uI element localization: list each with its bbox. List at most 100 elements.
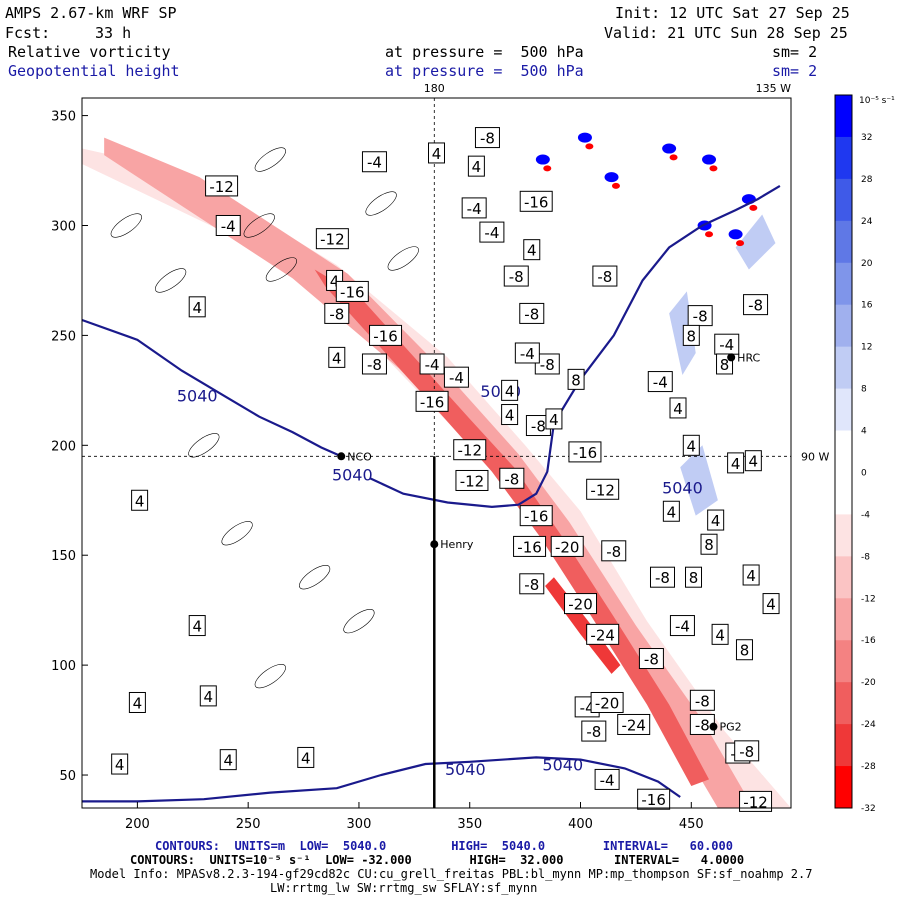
vorticity-label-box xyxy=(545,408,563,430)
vorticity-label-text: -8 xyxy=(524,576,539,594)
field2-level: at pressure = 500 hPa xyxy=(385,62,584,80)
vort-anticyclonic-core xyxy=(709,165,718,172)
vorticity-label-text: -20 xyxy=(568,596,593,614)
vorticity-contour-label: -16 xyxy=(637,788,671,810)
colorbar-frame xyxy=(834,94,853,809)
vorticity-label-box xyxy=(131,489,149,511)
vorticity-label-text: -12 xyxy=(590,481,615,499)
vorticity-label-text: -8 xyxy=(586,723,601,741)
vorticity-contour-label: -8 xyxy=(474,127,500,149)
station-label: HRC xyxy=(737,351,760,364)
colorbar: 10⁻⁵ s⁻¹ 32 28 24 20 16 12 8 4 0 -4 -8 -12 -16 -20 -24 -… xyxy=(834,94,895,814)
y-tick-label: 100 xyxy=(51,659,76,674)
colorbar-swatch xyxy=(835,766,852,809)
vorticity-label-box xyxy=(335,280,369,302)
field2-smoothing: sm= 2 xyxy=(772,62,818,80)
vort-contour xyxy=(365,191,397,216)
vorticity-label-text: 4 xyxy=(332,349,342,367)
vorticity-contour-label: -8 xyxy=(499,467,525,489)
vorticity-label-text: 4 xyxy=(223,752,233,770)
vorticity-label-text: 8 xyxy=(720,356,730,374)
vorticity-label-text: 8 xyxy=(689,569,699,587)
vorticity-label-box xyxy=(324,302,350,324)
vorticity-contour-label: 4 xyxy=(707,509,725,531)
vorticity-label-box xyxy=(519,505,553,527)
colorbar-label: -24 xyxy=(861,720,876,730)
vorticity-contour-label: -4 xyxy=(647,371,673,393)
vorticity-label-text: -16 xyxy=(524,508,549,526)
station-label: PG2 xyxy=(719,721,741,734)
vort-anticyclonic-core xyxy=(705,231,714,238)
vorticity-label-text: -16 xyxy=(524,193,549,211)
vorticity-label-box xyxy=(700,533,718,555)
vorticity-contour-label: -4 xyxy=(594,768,620,790)
height-contour-label: 5040 xyxy=(445,760,486,779)
vorticity-label-box xyxy=(592,265,618,287)
vorticity-label-text: -8 xyxy=(329,305,344,323)
y-tick-label: 200 xyxy=(51,439,76,454)
colorbar-swatch xyxy=(835,556,852,599)
vorticity-contour-label: -4 xyxy=(361,151,387,173)
vorticity-contour-label: 4 xyxy=(328,346,346,368)
vorticity-contour-label: -12 xyxy=(315,228,349,250)
vorticity-label-box xyxy=(739,790,773,812)
vorticity-label-text: 4 xyxy=(115,756,125,774)
vort-cyclonic-core xyxy=(604,172,619,183)
footer-contours-height: CONTOURS: UNITS=m LOW= 5040.0 HIGH= 5040… xyxy=(155,839,733,853)
vorticity-contour-label: -8 xyxy=(519,302,545,324)
vorticity-contour-label: 8 xyxy=(685,566,703,588)
vorticity-contour-label: -8 xyxy=(638,648,664,670)
vorticity-label-box xyxy=(586,478,620,500)
x-tick-label: 350 xyxy=(457,817,482,832)
colorbar-label: 12 xyxy=(861,343,872,353)
vorticity-label-box xyxy=(188,615,206,637)
vorticity-label-text: -8 xyxy=(540,356,555,374)
vort-contour xyxy=(188,433,220,458)
vorticity-label-box xyxy=(215,214,241,236)
vorticity-contour-label: -4 xyxy=(514,342,540,364)
vorticity-label-text: -24 xyxy=(621,716,646,734)
footer-model-info: Model Info: MPASv8.2.3-194-gf29cd82c CU:… xyxy=(90,867,813,881)
vorticity-label-box xyxy=(297,746,315,768)
vorticity-label-box xyxy=(415,390,449,412)
height-contour-5040 xyxy=(82,318,342,458)
vorticity-label-box xyxy=(762,593,780,615)
vorticity-contour-label: 4 xyxy=(188,615,206,637)
vorticity-label-box xyxy=(727,452,745,474)
vorticity-label-text: -16 xyxy=(373,327,398,345)
vort-cyclonic-core xyxy=(702,154,717,165)
vorticity-label-box xyxy=(519,302,545,324)
vorticity-label-box xyxy=(564,593,598,615)
vorticity-label-text: 4 xyxy=(301,749,311,767)
vorticity-label-text: 4 xyxy=(766,596,776,614)
vorticity-label-box xyxy=(601,540,627,562)
vorticity-label-box xyxy=(428,142,445,164)
vorticity-label-box xyxy=(669,615,695,637)
colorbar-label: 8 xyxy=(861,385,867,395)
vorticity-label-text: -8 xyxy=(695,692,710,710)
vorticity-label-box xyxy=(617,713,651,735)
vorticity-label-box xyxy=(568,441,602,463)
vorticity-contour-label: -8 xyxy=(687,305,713,327)
x-tick-label: 400 xyxy=(568,817,593,832)
vorticity-label-text: -8 xyxy=(480,130,495,148)
colorbar-label: -12 xyxy=(861,594,876,604)
vorticity-label-text: 4 xyxy=(133,694,143,712)
colorbar-swatch xyxy=(835,304,852,348)
vorticity-contour-label: 8 xyxy=(567,368,585,390)
vorticity-label-box xyxy=(567,368,585,390)
vorticity-label-box xyxy=(682,324,700,346)
vort-core xyxy=(545,577,621,674)
vorticity-contour-label: -24 xyxy=(617,713,651,735)
vorticity-label-text: -4 xyxy=(484,224,499,242)
vorticity-label-box xyxy=(503,265,529,287)
vorticity-label-box xyxy=(519,573,545,595)
vorticity-label-text: -16 xyxy=(420,393,445,411)
vorticity-label-text: -12 xyxy=(743,793,768,811)
vorticity-label-box xyxy=(649,566,675,588)
vorticity-contour-label: -4 xyxy=(714,333,740,355)
vorticity-label-text: -8 xyxy=(367,356,382,374)
vorticity-contour-label: -16 xyxy=(369,324,403,346)
vorticity-label-box xyxy=(315,228,349,250)
height-contour-5040 xyxy=(369,184,781,509)
